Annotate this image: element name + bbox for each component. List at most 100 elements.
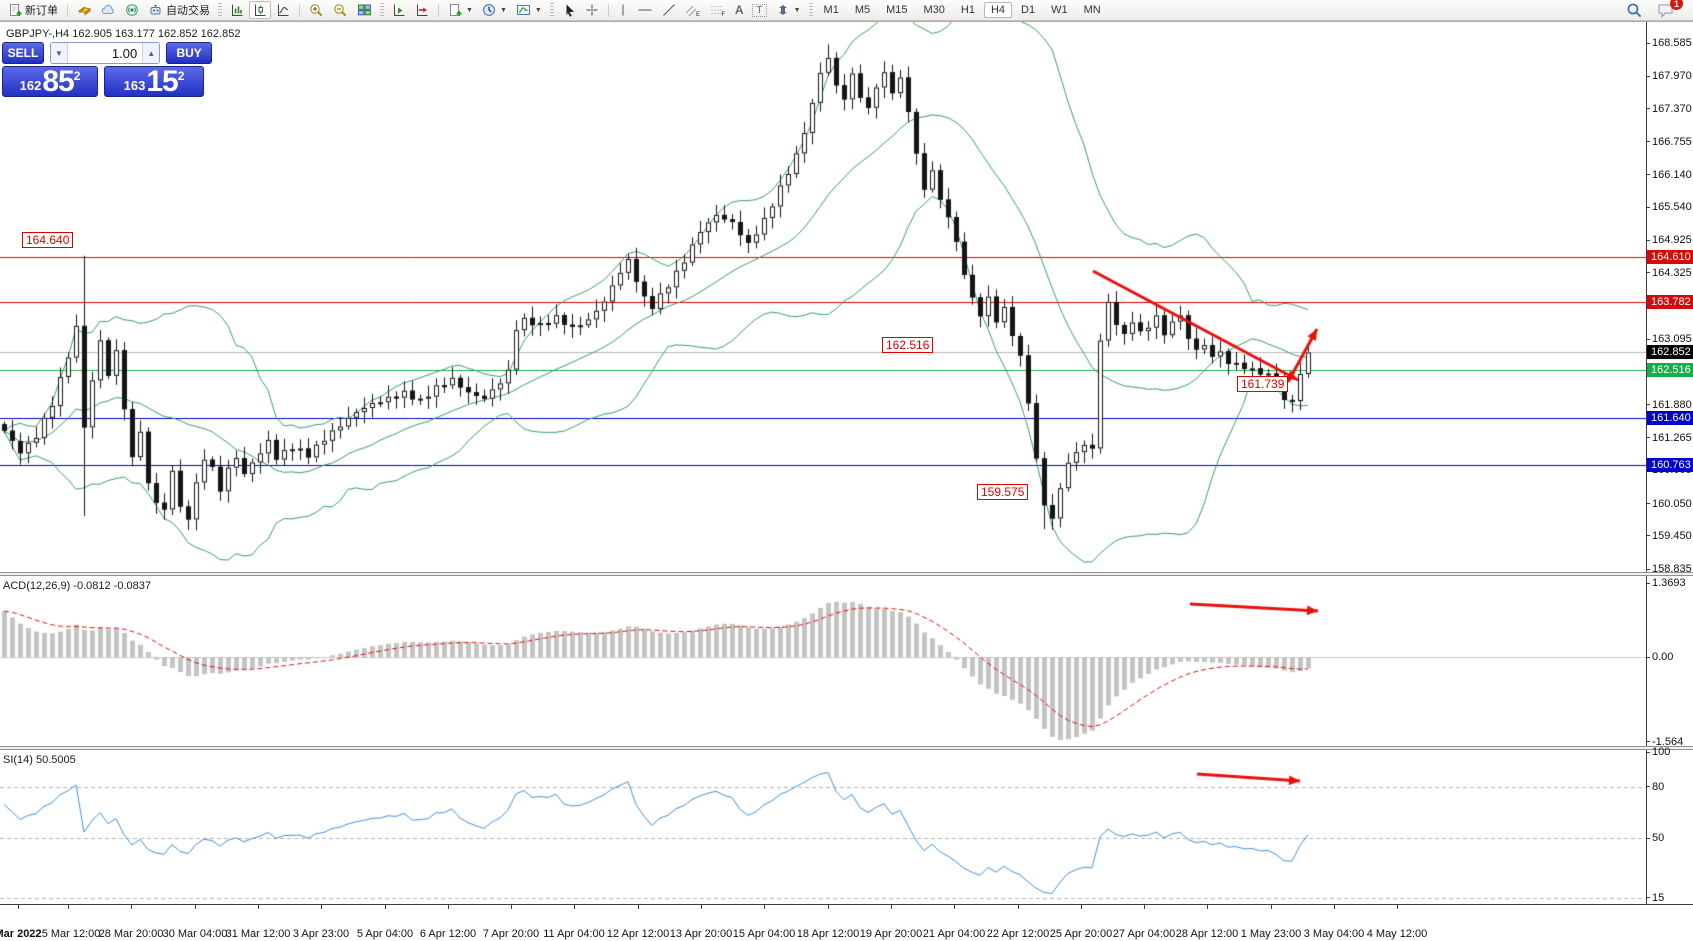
notifications-button[interactable]: 1 xyxy=(1657,0,1683,18)
crosshair-tool-button[interactable] xyxy=(581,1,603,19)
text-tool-button[interactable]: A xyxy=(731,1,748,19)
timeframe-M30[interactable]: M30 xyxy=(917,2,952,18)
y-axis-tick: 80 xyxy=(1646,781,1664,793)
timeframe-M1[interactable]: M1 xyxy=(817,2,846,18)
buy-price-display[interactable]: 163 15 2 xyxy=(104,66,204,97)
bar-chart-button[interactable] xyxy=(226,1,248,19)
time-axis-tick xyxy=(195,905,196,909)
toolbar-grip xyxy=(808,3,813,17)
trendline-tool-button[interactable] xyxy=(658,1,680,19)
price-annotation-label[interactable]: 162.516 xyxy=(882,337,934,353)
time-axis-label: 15 Apr 04:00 xyxy=(732,928,796,940)
vertical-line-tool-button[interactable] xyxy=(614,1,632,19)
horizontal-line-tool-button[interactable] xyxy=(633,1,657,19)
time-axis-tick xyxy=(18,905,19,909)
sell-button[interactable]: SELL xyxy=(2,42,44,64)
current-price-box: 162.852 xyxy=(1647,345,1693,360)
fibonacci-icon: F xyxy=(710,3,726,17)
rsi-canvas[interactable] xyxy=(0,750,1646,904)
equidistant-channel-tool-button[interactable]: E xyxy=(681,1,705,19)
timeframe-MN[interactable]: MN xyxy=(1077,2,1108,18)
volume-value[interactable]: 1.00 xyxy=(111,45,138,61)
market-watch-button[interactable] xyxy=(73,1,96,19)
chevron-down-icon: ▼ xyxy=(499,6,507,14)
y-axis-tick: 50 xyxy=(1646,832,1664,844)
fibonacci-tool-button[interactable]: F xyxy=(706,1,730,19)
time-axis-tick xyxy=(321,905,322,909)
cloud-button[interactable] xyxy=(97,1,120,19)
line-chart-button[interactable] xyxy=(272,1,294,19)
arrows-tool-button[interactable]: ▼ xyxy=(772,1,805,19)
price-annotation-label[interactable]: 161.739 xyxy=(1237,376,1289,392)
rsi-indicator-label: SI(14) 50.5005 xyxy=(3,754,76,766)
volume-decrease-button[interactable]: ▼ xyxy=(51,43,68,63)
time-axis-tick xyxy=(448,905,449,909)
autotrade-button[interactable]: 自动交易 xyxy=(144,1,214,19)
autotrade-robot-icon xyxy=(148,3,163,17)
buy-button[interactable]: BUY xyxy=(166,42,212,64)
text-label-tool-button[interactable]: T xyxy=(748,1,770,19)
sell-price-display[interactable]: 162 85 2 xyxy=(2,66,98,97)
chart-shift-button[interactable] xyxy=(388,1,410,19)
y-axis-tick: -1.564 xyxy=(1646,736,1683,748)
arrows-icon xyxy=(776,3,790,17)
periods-button[interactable]: ▼ xyxy=(478,1,511,19)
tile-windows-button[interactable] xyxy=(353,1,376,19)
zoom-in-button[interactable] xyxy=(305,1,328,19)
zoom-in-icon xyxy=(309,3,324,17)
auto-scroll-button[interactable] xyxy=(411,1,433,19)
chart-shift-icon xyxy=(392,3,406,17)
time-axis-tick xyxy=(828,905,829,909)
price-annotation-label[interactable]: 159.575 xyxy=(977,484,1029,500)
timeframe-W1[interactable]: W1 xyxy=(1044,2,1075,18)
y-axis-tick: 165.540 xyxy=(1646,201,1692,213)
signals-button[interactable] xyxy=(121,1,143,19)
timeframe-H1[interactable]: H1 xyxy=(954,2,982,18)
timeframe-D1[interactable]: D1 xyxy=(1014,2,1042,18)
level-price-box: 164.610 xyxy=(1647,250,1693,265)
time-axis-label: 4 May 12:00 xyxy=(1366,928,1428,940)
y-axis-tick: 166.140 xyxy=(1646,169,1692,181)
y-axis-tick: 163.095 xyxy=(1646,333,1692,345)
time-axis-tick xyxy=(764,905,765,909)
timeframe-M15[interactable]: M15 xyxy=(879,2,914,18)
y-axis-tick: 161.265 xyxy=(1646,432,1692,444)
indicators-button[interactable]: ▼ xyxy=(512,1,546,19)
time-axis-tick xyxy=(258,905,259,909)
time-axis-tick xyxy=(1334,905,1335,909)
time-axis-label: 28 Apr 12:00 xyxy=(1175,928,1239,940)
timeframe-M5[interactable]: M5 xyxy=(848,2,877,18)
macd-canvas[interactable] xyxy=(0,576,1646,746)
signals-icon xyxy=(125,3,139,17)
rsi-pane xyxy=(0,750,1646,904)
time-axis-label: 25 Apr 20:00 xyxy=(1049,928,1113,940)
one-click-trading-panel: SELL ▼ 1.00 ▲ BUY 162 85 2 163 15 2 xyxy=(2,42,212,97)
pane-splitter[interactable] xyxy=(0,746,1693,750)
price-annotation-label[interactable]: 164.640 xyxy=(22,232,74,248)
auto-scroll-icon xyxy=(415,3,429,17)
time-axis-label: 27 Apr 04:00 xyxy=(1112,928,1176,940)
time-axis-label: 6 Apr 12:00 xyxy=(419,928,477,940)
cloud-icon xyxy=(101,3,116,17)
search-icon[interactable] xyxy=(1626,2,1643,18)
level-price-box: 161.640 xyxy=(1647,410,1693,425)
vertical-line-icon xyxy=(618,3,628,17)
time-axis-label: 1 May 23:00 xyxy=(1240,928,1302,940)
cursor-tool-button[interactable] xyxy=(558,1,580,19)
main-chart-canvas[interactable] xyxy=(0,22,1646,572)
new-order-button[interactable]: 新订单 xyxy=(4,1,62,19)
y-axis-tick: 168.585 xyxy=(1646,37,1692,49)
pane-splitter[interactable] xyxy=(0,572,1693,576)
time-axis-tick xyxy=(1144,905,1145,909)
candlestick-chart-button[interactable] xyxy=(249,1,271,19)
timeframe-H4[interactable]: H4 xyxy=(983,2,1013,18)
price-axis[interactable]: 168.585 167.970 167.370 166.755 166.140 165.5… xyxy=(1646,0,1693,904)
time-axis-label: 3 Apr 23:00 xyxy=(292,928,350,940)
time-axis-label: Mar 2022 xyxy=(0,928,42,940)
zoom-out-button[interactable] xyxy=(329,1,352,19)
volume-increase-button[interactable]: ▲ xyxy=(142,43,160,63)
templates-button[interactable]: ▼ xyxy=(444,1,477,19)
level-price-box: 162.516 xyxy=(1647,363,1693,378)
